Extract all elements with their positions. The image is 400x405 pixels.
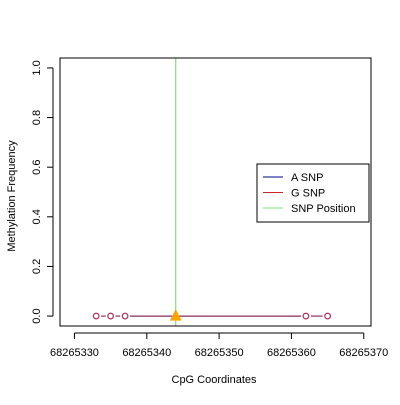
plot-frame — [59, 57, 372, 327]
plot-content — [92, 58, 332, 326]
data-point — [121, 312, 129, 320]
y-axis: 0.0 0.2 0.4 0.6 0.8 1.0 — [31, 60, 54, 324]
y-tick-label: 0.8 — [31, 110, 43, 125]
data-point — [107, 312, 115, 320]
x-axis: 68265330 68265340 68265350 68265360 68265370 — [50, 332, 388, 359]
data-point — [302, 312, 310, 320]
legend-label: SNP Position — [291, 203, 356, 215]
snp-marker — [169, 308, 182, 321]
legend-label: A SNP — [291, 172, 323, 184]
y-axis-title: Methylation Frequency — [6, 140, 18, 252]
y-tick-label: 0.6 — [31, 160, 43, 175]
x-axis-title: CpG Coordinates — [172, 374, 257, 386]
x-tick-label: 68265350 — [195, 347, 244, 359]
y-tick-label: 0.4 — [31, 209, 43, 224]
y-tick-label: 0.2 — [31, 259, 43, 274]
y-tick-label: 0.0 — [31, 308, 43, 323]
legend-label: G SNP — [291, 188, 325, 200]
x-tick-label: 68265370 — [339, 347, 388, 359]
data-point — [324, 312, 332, 320]
x-tick-label: 68265360 — [267, 347, 316, 359]
data-point — [92, 312, 100, 320]
x-tick-label: 68265330 — [50, 347, 99, 359]
legend: A SNP G SNP SNP Position — [256, 163, 370, 223]
x-tick-label: 68265340 — [122, 347, 171, 359]
y-tick-label: 1.0 — [31, 60, 43, 75]
